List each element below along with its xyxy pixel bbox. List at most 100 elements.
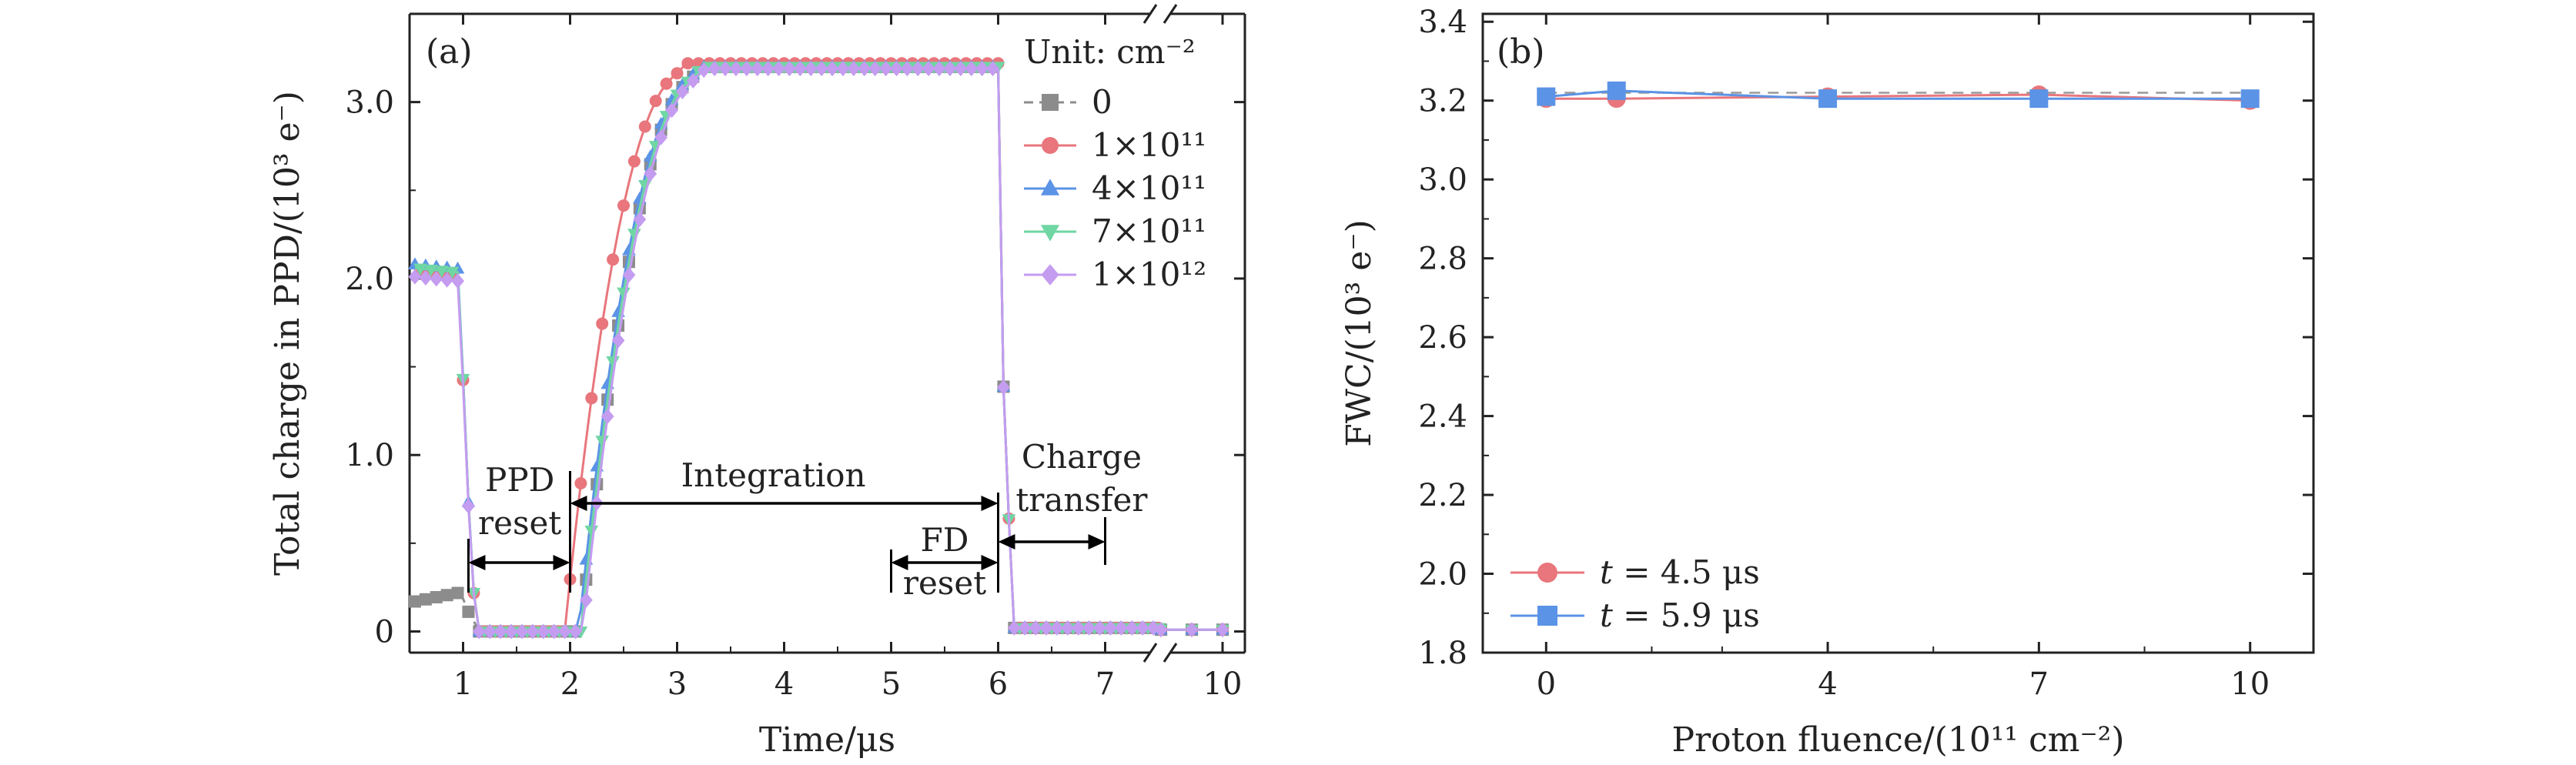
x-axis-label: Time/μs [759,720,895,760]
data-point [660,77,673,90]
data-point [1039,620,1053,636]
data-point [1114,620,1128,636]
data-point [1185,622,1199,638]
data-point [595,436,609,448]
data-point [793,61,807,77]
data-point [440,589,453,602]
fd-reset-arrow-head [981,555,999,570]
data-point [1104,620,1117,636]
data-point [943,61,957,77]
data-point [671,67,684,80]
data-point [1136,620,1149,636]
data-point [622,267,636,283]
y-tick-label: 1.8 [1418,636,1467,671]
legend-swatch-marker [1040,179,1060,195]
charge-transfer-label: transfer [1015,481,1148,519]
x-tick-label: 5 [882,666,901,702]
ppd-reset-arrow-head [553,555,570,570]
data-point [986,61,999,77]
data-point [1007,620,1021,636]
y-tick-label: 2.8 [1418,242,1467,277]
y-tick-label: 3.0 [345,85,394,121]
data-point [419,270,433,286]
data-point [879,61,892,77]
legend: Unit: cm⁻² 0 1×10¹¹ 4×10¹¹ 7×10¹¹ 1×10¹² [1024,33,1206,293]
integration-label: Integration [681,456,866,494]
data-point [526,623,540,640]
data-point [537,623,550,640]
y-tick-label: 1.0 [345,438,394,473]
data-point [975,61,989,77]
data-point [1018,620,1032,636]
data-point [965,61,979,77]
x-tick-label: 7 [1096,666,1115,702]
data-point [697,62,711,79]
y-tick-label: 2.4 [1418,399,1467,435]
ppd-reset-label: PPD [485,461,554,499]
y-tick-label: 2.2 [1418,478,1467,513]
data-point [430,271,443,287]
data-point [644,165,657,182]
x-tick-label: 7 [2029,666,2049,702]
plot-frame [1481,12,2315,654]
data-point [890,61,903,77]
phase-annotations: PPD reset Integration FD reset Charge transfer [467,438,1148,602]
x-tick-label: 0 [1537,666,1556,702]
y-tick-label: 2.0 [345,262,394,297]
data-point [419,593,432,606]
legend-entry-label: 7×10¹¹ [1092,212,1206,250]
data-point [708,61,721,77]
ppd-reset-label: reset [478,504,561,542]
data-point [493,623,507,640]
y-tick-label: 0 [375,614,394,650]
data-point [607,253,620,266]
legend-swatch-marker [1042,94,1059,111]
x-tick-label: 10 [2230,666,2270,702]
data-point [584,526,599,538]
data-point [1093,620,1106,636]
legend-swatch-marker [1537,606,1557,626]
data-point [462,605,475,618]
data-point [847,61,861,77]
fd-reset-arrow-head [891,555,908,570]
data-point [1125,620,1139,636]
data-point [574,476,587,489]
legend-entry-label: t = 5.9 μs [1600,596,1760,634]
legend-entry-label: 0 [1092,83,1112,121]
data-point [611,332,625,349]
data-point [825,61,839,77]
integration-arrow-head [981,496,999,511]
data-point [676,83,689,99]
integration-arrow-head [570,496,587,511]
x-tick-label: 10 [1203,666,1243,702]
data-point [858,61,871,77]
data-point [954,61,968,77]
data-point [900,61,914,77]
charge-transfer-arrow-head [1088,534,1106,550]
data-point [665,102,678,119]
data-point [654,129,668,145]
ppd-reset-arrow-head [468,555,486,570]
legend-entry-label: t = 4.5 μs [1600,553,1760,591]
charge-transfer-label: Charge [1022,438,1142,476]
series-4 [408,61,1229,640]
data-point [997,379,1010,396]
data-point [547,623,561,640]
y-tick-label: 2.6 [1418,320,1467,356]
charge-transfer-arrow-head [998,534,1015,550]
x-tick-label: 3 [667,666,687,702]
panel-a-chart: 1 2 3 4 5 6 7 10 0 1.0 2.0 3.0 Time/μs Total charge i… [268,4,1246,760]
legend: t = 4.5 μs t = 5.9 μs [1510,553,1760,634]
axis-break-mark [1142,4,1158,24]
data-point [569,623,582,640]
legend-variable: t [1600,596,1613,634]
data-point [504,623,518,640]
data-point [606,356,620,369]
data-point [761,61,775,77]
legend-swatch-marker [1041,264,1059,286]
x-tick-label: 1 [453,666,473,702]
data-point [472,623,486,640]
x-tick-label: 4 [1818,666,1837,702]
data-point [1061,620,1075,636]
data-point [1072,620,1086,636]
